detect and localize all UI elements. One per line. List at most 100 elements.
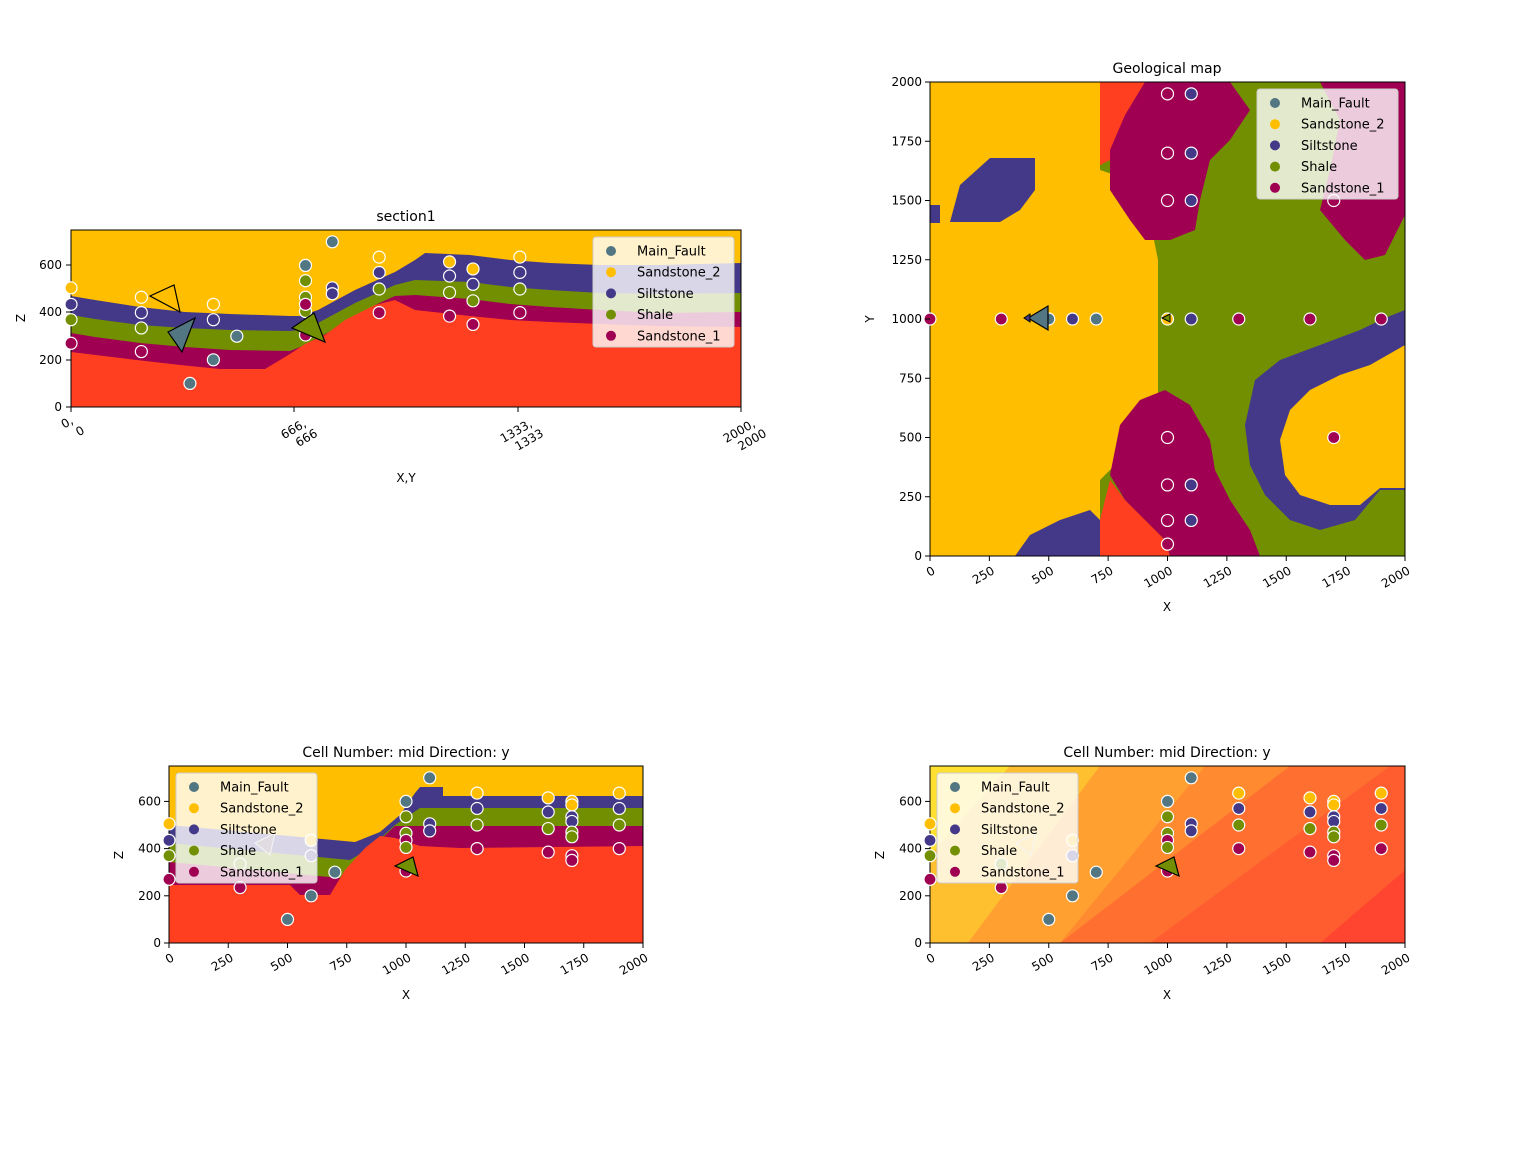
- xtick-label: 0: [73, 423, 87, 439]
- data-point-shale: [513, 282, 527, 296]
- xtick-label: 1250: [1201, 950, 1234, 977]
- section1-y-axis: 0 200 400 600 Z: [14, 258, 71, 414]
- scalar-band: [1320, 870, 1405, 943]
- legend-label: Sandstone_1: [981, 865, 1065, 880]
- data-point-siltstone: [1184, 87, 1198, 101]
- data-point-main-fault: [1160, 794, 1175, 809]
- xtick-label: 500: [1029, 563, 1056, 587]
- data-point-siltstone: [1184, 312, 1198, 326]
- data-point-sandstone-1: [1160, 430, 1175, 445]
- legend-label: Sandstone_2: [637, 266, 721, 281]
- legend-marker: [1270, 161, 1280, 172]
- data-point-shale: [442, 285, 457, 300]
- data-point-sandstone-1: [923, 872, 937, 886]
- data-point-siltstone: [1374, 801, 1388, 816]
- scalar-points: [923, 771, 1388, 927]
- chart-title: Cell Number: mid Direction: y: [1063, 745, 1270, 761]
- legend-marker: [189, 845, 199, 856]
- data-point-shale: [134, 321, 148, 335]
- ytick-label: 0: [54, 400, 62, 414]
- xtick-label: 250: [970, 563, 997, 587]
- panel-cross-section-scalar: 0 250 500 750 1000 1250 1500 1750 2000 0 200 400 600…: [873, 745, 1413, 1002]
- data-point-main-fault: [1042, 912, 1056, 927]
- data-point-shale: [399, 840, 413, 855]
- ytick-label: 250: [899, 490, 922, 504]
- data-point-sandstone-2: [513, 250, 527, 264]
- legend-label: Sandstone_1: [637, 329, 721, 344]
- data-point-sandstone-1: [162, 872, 176, 886]
- legend-box: [592, 236, 735, 348]
- field-siltstone: [930, 205, 940, 223]
- data-point-siltstone: [513, 265, 527, 280]
- legend-marker: [950, 845, 960, 856]
- data-point-main-fault: [1184, 771, 1198, 785]
- data-point-sandstone-1: [994, 312, 1008, 326]
- data-point-siltstone: [1184, 478, 1198, 492]
- scalar-band: [1150, 766, 1405, 943]
- legend-marker: [1270, 140, 1280, 151]
- field-siltstone: [950, 158, 1035, 222]
- field-siltstone: [1015, 510, 1100, 556]
- field-sandstone-1: [1110, 390, 1260, 556]
- data-point-siltstone: [466, 277, 480, 291]
- xtick-label: 2000: [617, 950, 650, 977]
- data-point-main-fault: [298, 258, 313, 272]
- legend-marker: [950, 866, 960, 877]
- data-point-main-fault: [423, 771, 437, 785]
- data-point-siltstone: [1184, 824, 1198, 838]
- orientation-arrow-sandstone-2: [148, 284, 181, 314]
- data-point-sandstone-2: [134, 290, 148, 304]
- data-point-siltstone: [64, 297, 78, 311]
- data-point-sandstone-1: [466, 317, 480, 331]
- data-point-main-fault: [1089, 312, 1103, 326]
- ytick-label: 0: [914, 936, 922, 950]
- legend-label: Sandstone_1: [220, 865, 304, 880]
- legend-marker: [950, 782, 960, 792]
- data-point-siltstone: [541, 805, 555, 819]
- legend-label: Main_Fault: [1301, 97, 1370, 112]
- legend-label: Sandstone_2: [220, 802, 304, 817]
- data-point-sandstone-2: [1232, 786, 1246, 800]
- legend-marker: [950, 824, 960, 835]
- data-point-siltstone: [1184, 193, 1198, 208]
- y-axis-label: Z: [14, 314, 28, 322]
- data-point-sandstone-1: [1160, 537, 1175, 551]
- xtick-label: 1500: [1260, 563, 1293, 590]
- data-point-sandstone-1: [1374, 312, 1388, 326]
- xtick-label: 750: [1089, 950, 1116, 974]
- xtick-label: 250: [209, 950, 236, 974]
- data-point-sandstone-2: [466, 262, 480, 276]
- legend-marker: [189, 866, 199, 877]
- legend-label: Shale: [1301, 160, 1337, 175]
- data-point-sandstone-1: [1160, 513, 1175, 528]
- ytick-label: 400: [899, 842, 922, 856]
- data-point-sandstone-2: [442, 255, 457, 269]
- chart-title: section1: [376, 209, 435, 225]
- data-point-shale: [565, 830, 579, 844]
- legend-label: Main_Fault: [981, 781, 1050, 796]
- data-point-sandstone-2: [612, 786, 626, 800]
- ytick-label: 1500: [891, 194, 922, 208]
- data-point-sandstone-1: [1327, 430, 1341, 445]
- ytick-label: 1250: [891, 253, 922, 267]
- legend-marker: [606, 267, 616, 278]
- legend-label: Siltstone: [981, 823, 1038, 838]
- xtick-label: 1250: [1201, 563, 1234, 590]
- legend-box: [1256, 88, 1399, 200]
- legend-marker: [1270, 98, 1280, 108]
- legend-label: Sandstone_1: [1301, 181, 1385, 196]
- legend-label: Shale: [981, 844, 1017, 859]
- xtick-label: 500: [268, 950, 295, 974]
- data-point-siltstone: [1184, 146, 1198, 160]
- x-axis-label: X,Y: [396, 471, 416, 485]
- ytick-label: 600: [39, 258, 62, 272]
- data-point-siltstone: [612, 801, 626, 816]
- scalar-band: [1060, 766, 1405, 943]
- ytick-label: 200: [899, 889, 922, 903]
- data-point-sandstone-1: [64, 336, 78, 350]
- legend-box: [936, 772, 1079, 884]
- xtick-label: 750: [1089, 563, 1116, 587]
- data-point-sandstone-1: [612, 841, 626, 856]
- orientation-arrow-shale: [1154, 856, 1180, 878]
- ytick-label: 1750: [891, 134, 922, 148]
